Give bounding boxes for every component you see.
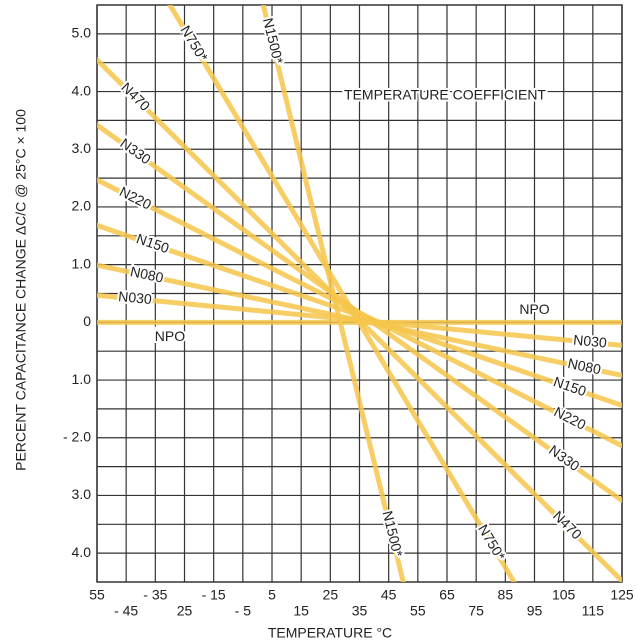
x-axis-label: TEMPERATURE °C [268,625,392,641]
y-tick-label: 4.0 [72,82,92,98]
y-tick-label: 0 [83,313,91,329]
line-label: N150 [551,373,588,399]
x-tick-label: - 45 [114,603,138,619]
lines [97,5,622,582]
x-tick-label: 85 [498,587,514,603]
y-tick-label: 3.0 [72,140,92,156]
x-tick-label: - 15 [202,587,226,603]
annotation: TEMPERATURE COEFFICIENT [344,87,546,103]
series-line [260,5,406,582]
line-label: N030 [573,332,608,351]
x-tick-label: 95 [527,603,543,619]
series-line [167,5,517,582]
line-label: N150 [134,230,171,256]
x-tick-label: 25 [177,603,193,619]
line-label: NPO [519,301,549,317]
x-tick-label: 45 [381,587,397,603]
y-axis-label: PERCENT CAPACITANCE CHANGE ΔC/C @ 25°C ×… [13,109,29,471]
line-label: N1500* [260,16,287,66]
x-tick-label: 115 [582,603,605,619]
line-label: NPO [155,328,185,344]
line-label: N750* [178,23,212,65]
x-tick-label: 105 [552,587,576,603]
line-label: N220 [117,183,154,212]
x-tick-label: 5 [268,587,276,603]
y-tick-label: 5.0 [72,25,92,41]
y-tick-label: 3.0 [72,486,92,502]
series-line [97,222,622,408]
line-label: N080 [566,355,602,378]
x-tick-label: 25 [323,587,339,603]
line-label: N1500* [380,509,407,559]
x-tick-label: 55 [89,587,105,603]
y-tick-label: 2.0 [72,198,92,214]
y-tick-label: 1.0 [72,255,92,271]
line-label: N030 [118,288,153,307]
x-tick-label: 35 [352,603,368,619]
y-tick-label: - 2.0 [63,428,91,444]
x-tick-label: 75 [468,603,484,619]
line-label: N080 [129,263,165,286]
line-label: N220 [552,403,589,432]
x-tick-label: 15 [293,603,309,619]
line-label: N750* [475,521,509,563]
y-tick-label: 1.0 [72,371,92,387]
x-tick-label: 125 [610,587,634,603]
x-tick-label: 55 [410,603,426,619]
y-tick-label: 4.0 [72,544,92,560]
x-tick-label: 65 [439,587,455,603]
x-tick-label: - 5 [235,603,252,619]
x-tick-label: - 35 [143,587,167,603]
